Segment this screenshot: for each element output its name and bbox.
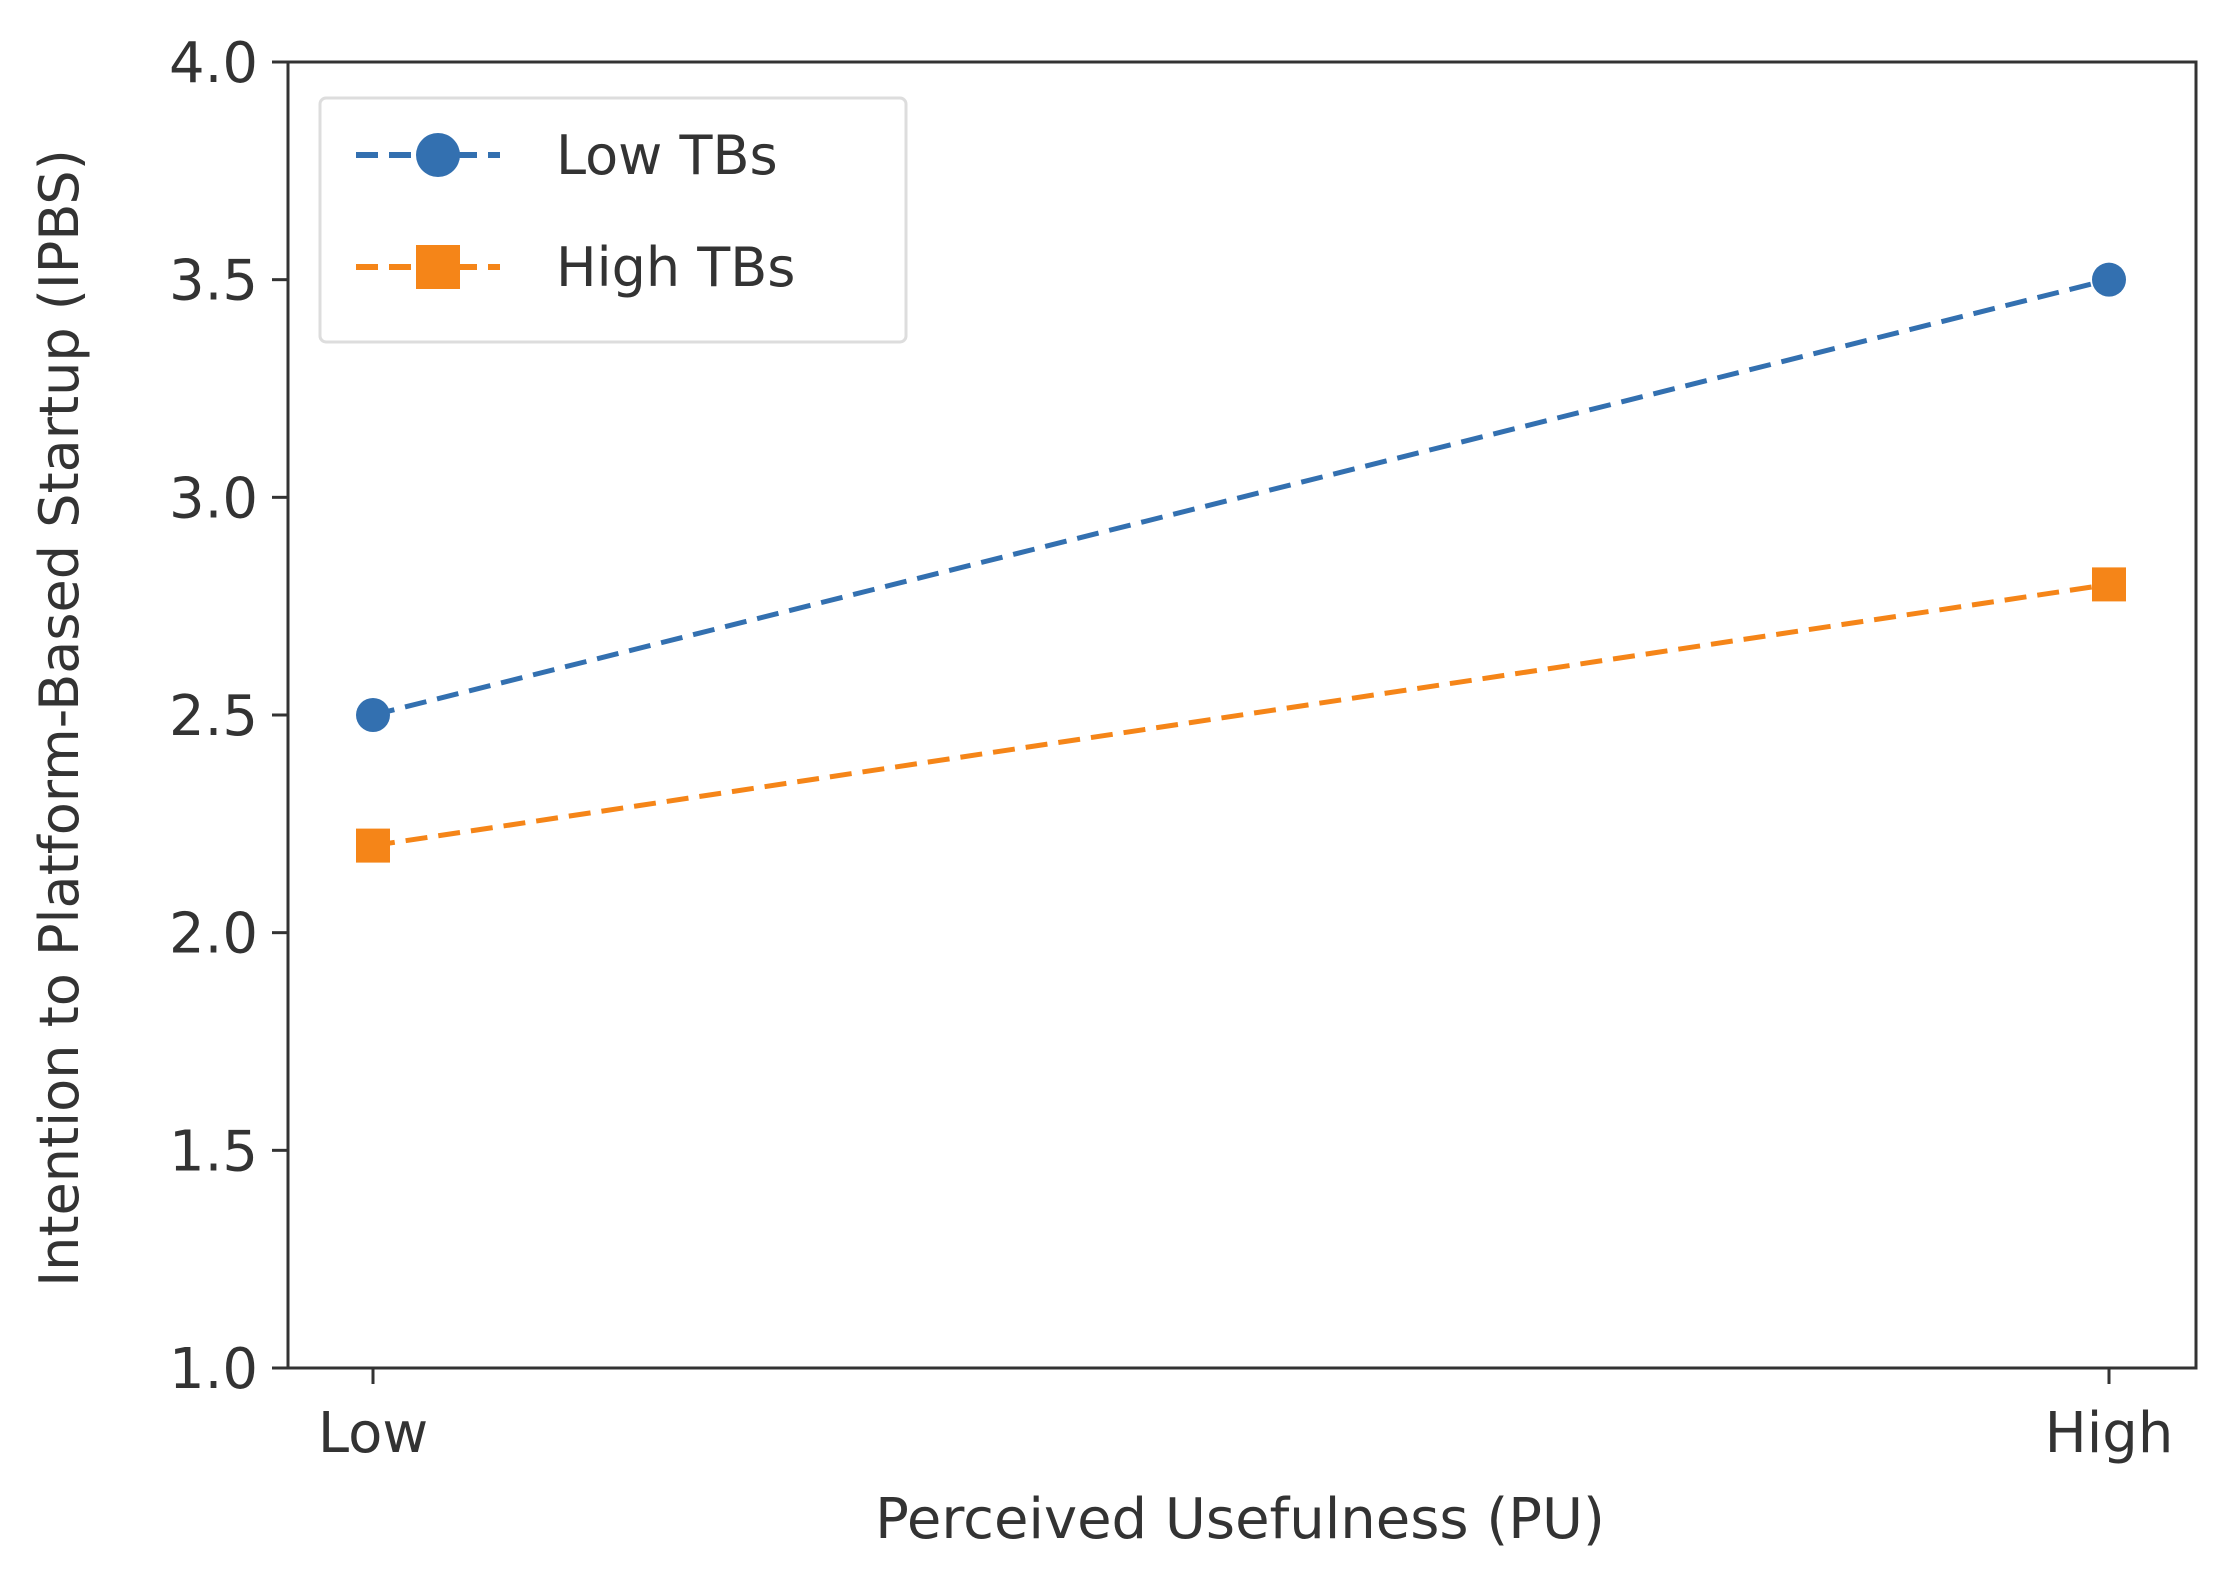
- legend-box: [318, 96, 908, 344]
- x-tick-label: Low: [318, 1401, 428, 1466]
- data-point-square: [2092, 567, 2126, 602]
- y-tick-label: 3.0: [169, 466, 258, 531]
- x-axis-title: Perceived Usefulness (PU): [875, 1487, 1605, 1552]
- data-point-circle: [2092, 262, 2126, 297]
- y-tick-label: 3.5: [169, 249, 258, 314]
- axes: 1.0 1.5 2.0 2.5 3.0 3.5 4.0 Low High: [169, 31, 2198, 1466]
- legend-item: High TBs: [356, 236, 795, 299]
- series-line: [372, 277, 2110, 718]
- legend: Low TBs High TBs: [318, 96, 908, 344]
- legend-marker-circle: [416, 133, 460, 177]
- series-high-tbs: [356, 567, 2126, 863]
- y-tick-label: 1.5: [169, 1119, 258, 1184]
- y-tick-label: 4.0: [169, 31, 258, 96]
- y-tick-label: 2.0: [169, 902, 258, 967]
- legend-label: High TBs: [556, 236, 795, 299]
- x-tick-label: High: [2045, 1401, 2174, 1466]
- data-point-square: [356, 828, 390, 863]
- legend-item: Low TBs: [356, 124, 778, 187]
- data-point-circle: [356, 698, 390, 732]
- series-layer: [356, 262, 2126, 863]
- series-line: [372, 581, 2110, 849]
- series-low-tbs: [356, 262, 2126, 732]
- legend-marker-square: [416, 245, 460, 289]
- y-tick-label: 2.5: [169, 684, 258, 749]
- y-tick-label: 1.0: [169, 1337, 258, 1402]
- y-axis-title: Intention to Platform-Based Startup (IPB…: [28, 149, 91, 1287]
- legend-label: Low TBs: [556, 124, 778, 187]
